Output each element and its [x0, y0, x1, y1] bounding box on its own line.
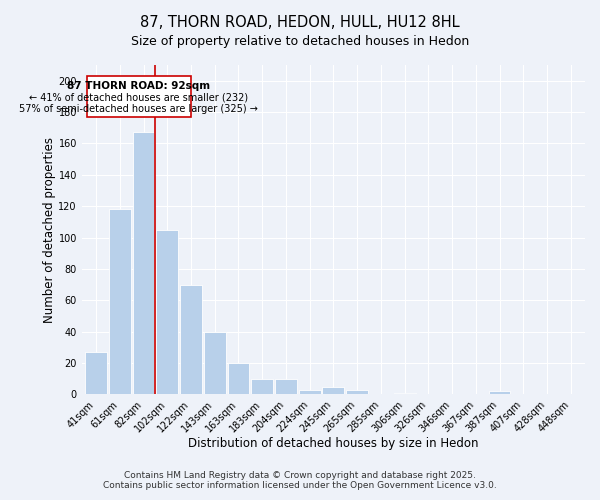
Bar — [394, 393, 416, 394]
Bar — [346, 390, 368, 394]
Text: Size of property relative to detached houses in Hedon: Size of property relative to detached ho… — [131, 35, 469, 48]
Text: 87, THORN ROAD, HEDON, HULL, HU12 8HL: 87, THORN ROAD, HEDON, HULL, HU12 8HL — [140, 15, 460, 30]
Bar — [204, 332, 226, 394]
Bar — [85, 352, 107, 395]
Text: ← 41% of detached houses are smaller (232): ← 41% of detached houses are smaller (23… — [29, 92, 248, 102]
Bar — [322, 386, 344, 394]
Bar — [180, 284, 202, 395]
Text: 57% of semi-detached houses are larger (325) →: 57% of semi-detached houses are larger (… — [19, 104, 258, 114]
Y-axis label: Number of detached properties: Number of detached properties — [43, 136, 56, 322]
Bar — [299, 390, 320, 394]
Bar — [227, 363, 250, 394]
Text: Contains HM Land Registry data © Crown copyright and database right 2025.
Contai: Contains HM Land Registry data © Crown c… — [103, 470, 497, 490]
Bar — [488, 392, 511, 394]
Bar — [109, 210, 131, 394]
FancyBboxPatch shape — [86, 76, 191, 117]
Bar — [275, 379, 297, 394]
X-axis label: Distribution of detached houses by size in Hedon: Distribution of detached houses by size … — [188, 437, 479, 450]
Text: 87 THORN ROAD: 92sqm: 87 THORN ROAD: 92sqm — [67, 80, 211, 90]
Bar — [251, 379, 273, 394]
Bar — [157, 230, 178, 394]
Bar — [133, 132, 154, 394]
